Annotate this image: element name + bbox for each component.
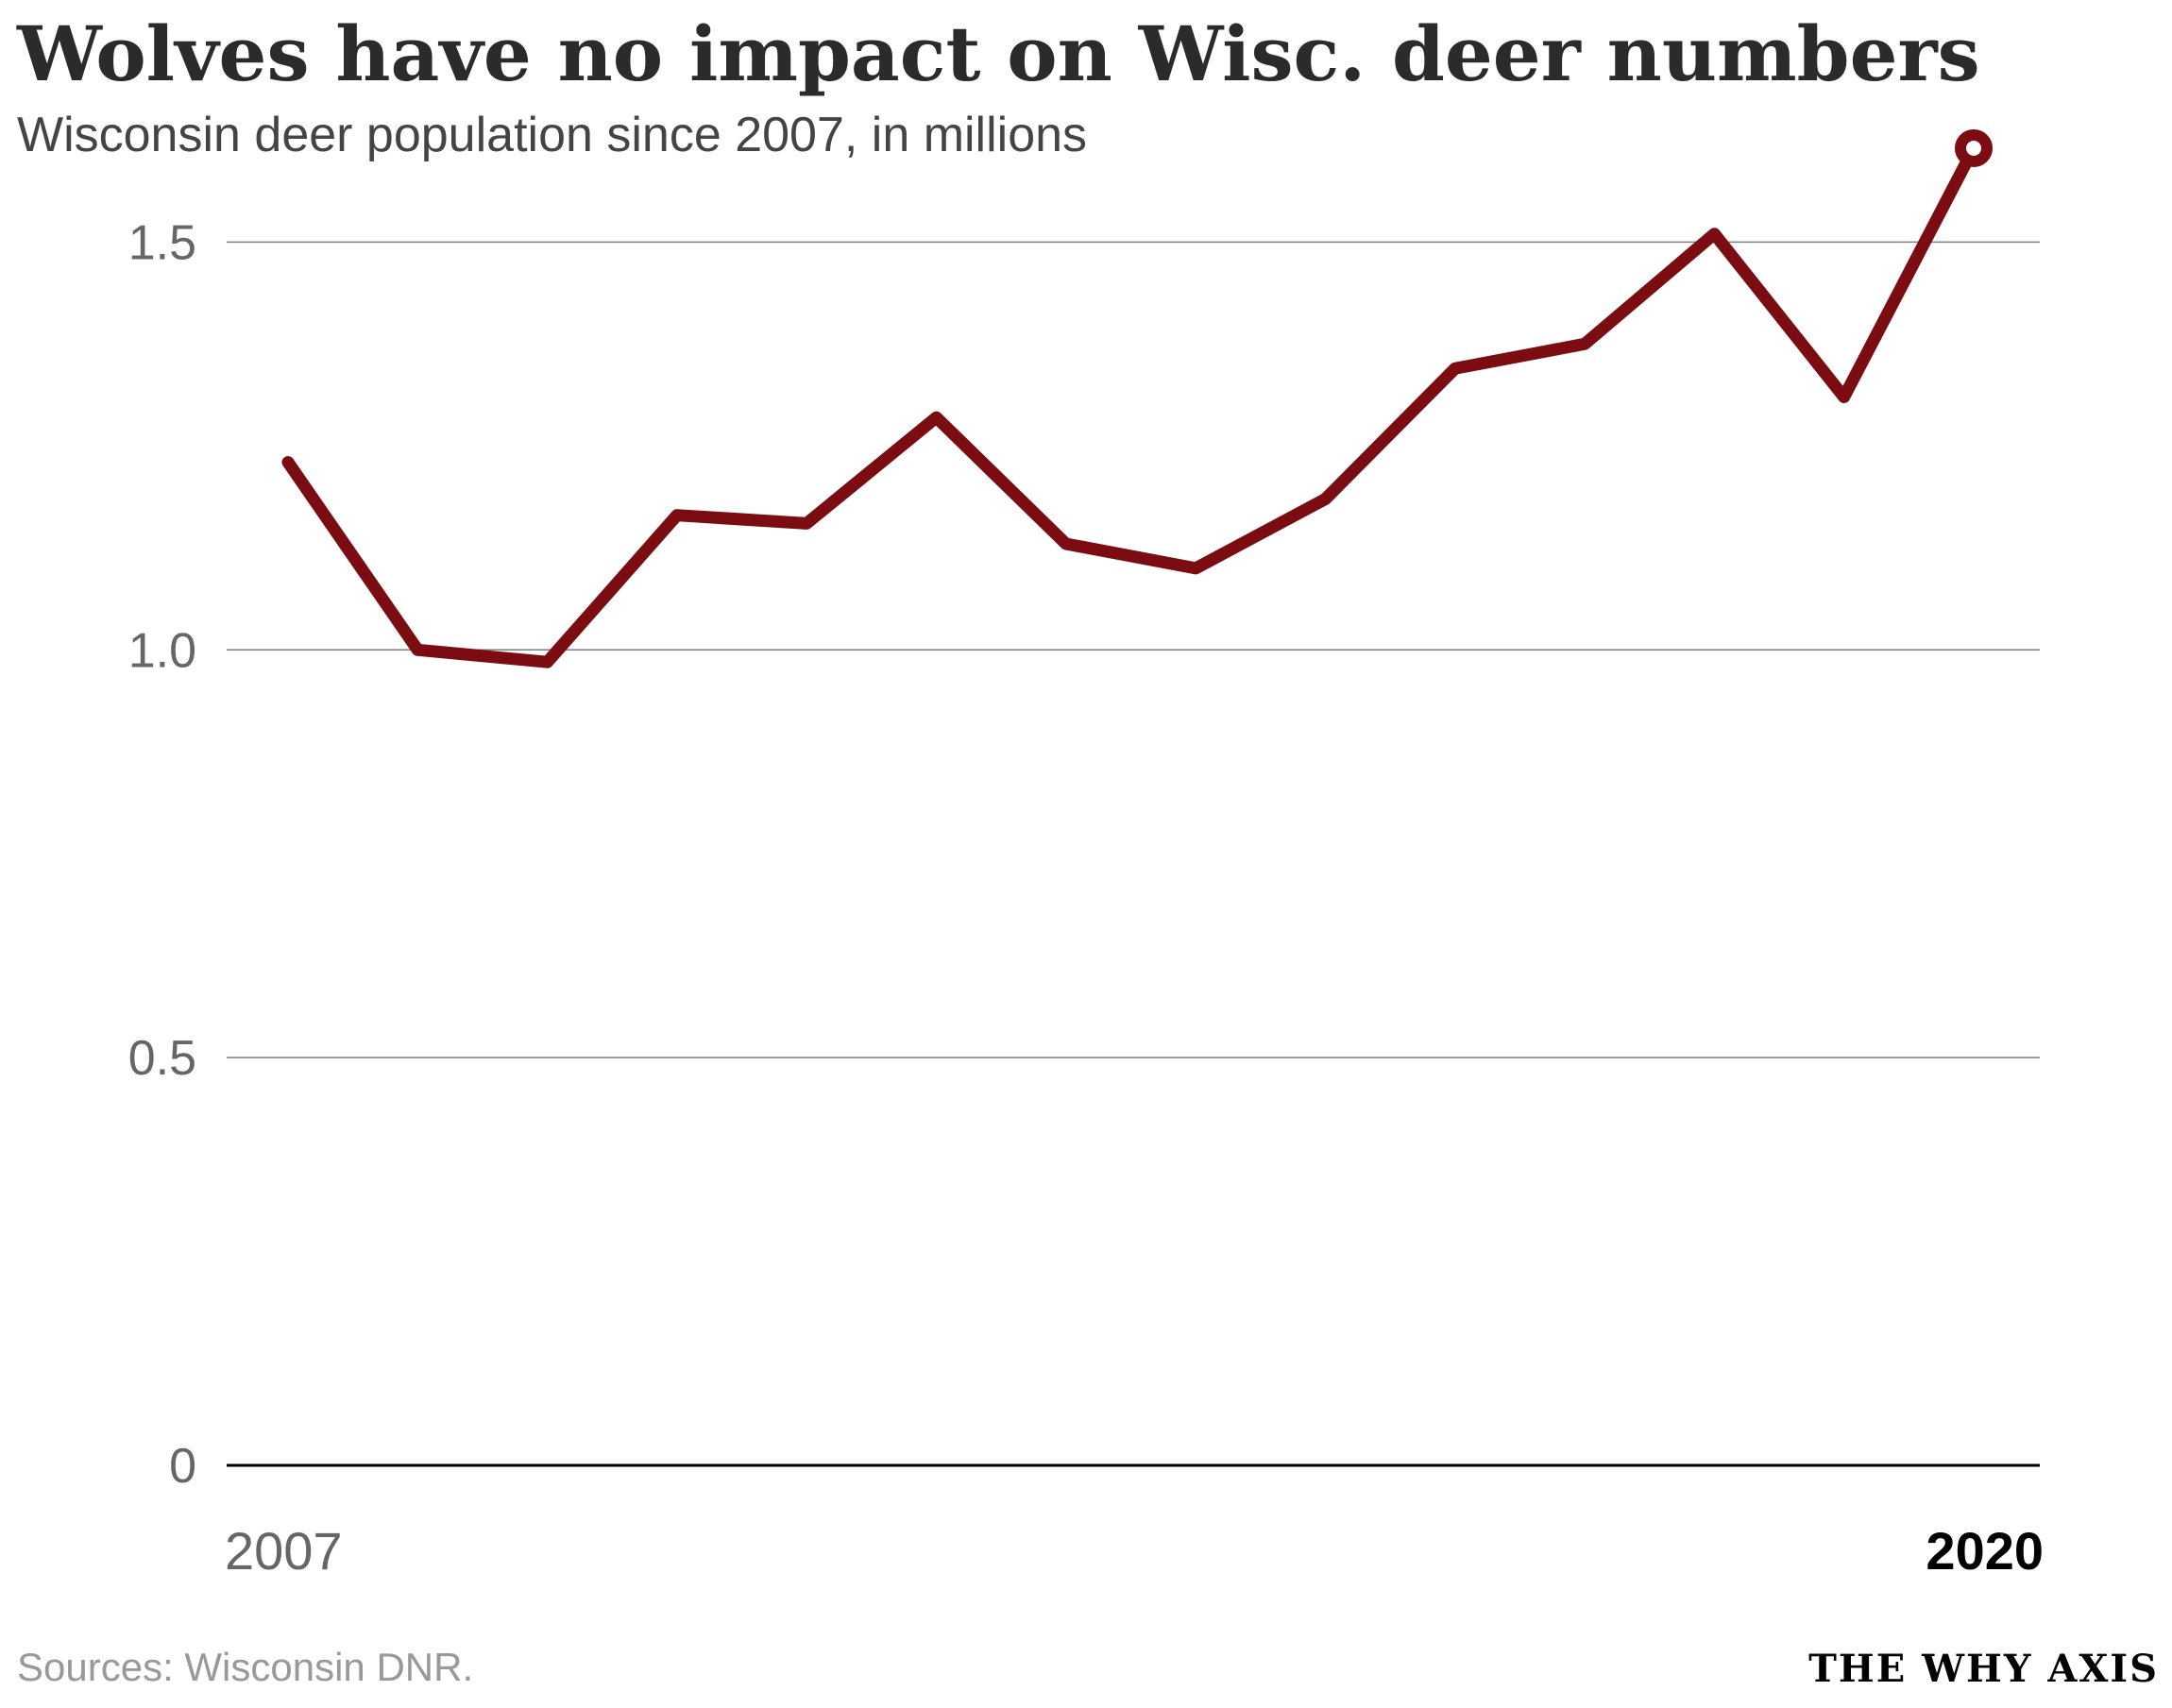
chart-title: Wolves have no impact on Wisc. deer numb…	[17, 9, 1980, 98]
gridlines	[227, 241, 2040, 1467]
x-axis-ticks: 2007 2020	[225, 1521, 2044, 1581]
y-tick-label: 1.5	[128, 215, 196, 270]
y-axis-ticks: 0 0.5 1.0 1.5	[128, 215, 196, 1494]
y-tick-label: 0.5	[128, 1031, 196, 1086]
x-tick-label-end: 2020	[1926, 1521, 2044, 1581]
series-layer	[281, 129, 1993, 668]
line-chart: 0 0.5 1.0 1.5 2007 2020	[128, 129, 2044, 1581]
chart-subtitle: Wisconsin deer population since 2007, in…	[17, 108, 1088, 162]
x-tick-label-start: 2007	[225, 1521, 343, 1581]
end-point-marker	[1955, 129, 1993, 167]
y-tick-label: 1.0	[128, 623, 196, 678]
source-note: Sources: Wisconsin DNR.	[17, 1645, 474, 1689]
y-tick-label: 0	[169, 1439, 196, 1494]
brand-logo: THE WHY AXIS	[1808, 1647, 2159, 1691]
series-line	[281, 142, 1980, 668]
